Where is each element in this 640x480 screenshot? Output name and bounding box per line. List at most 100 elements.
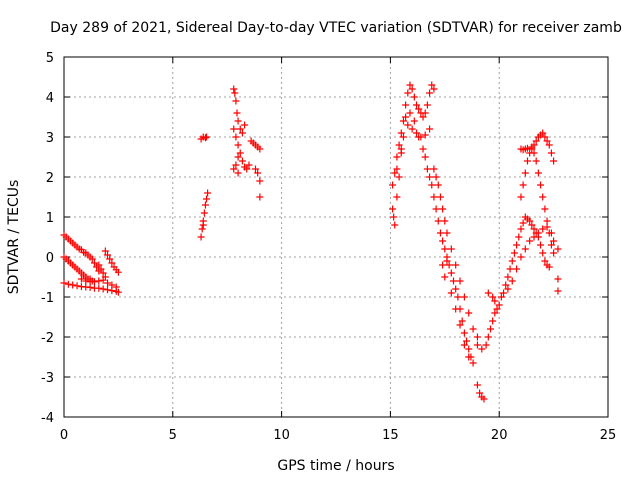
data-point	[504, 285, 512, 293]
plot-frame	[63, 56, 609, 418]
data-point	[430, 85, 438, 93]
data-point	[104, 279, 112, 287]
data-point	[428, 81, 436, 89]
data-point	[439, 237, 447, 245]
x-axis-label: GPS time / hours	[277, 458, 394, 474]
data-point	[517, 253, 525, 261]
data-point	[436, 193, 444, 201]
data-point	[541, 133, 549, 141]
data-point	[495, 301, 503, 309]
y-tick-label: 4	[46, 91, 54, 106]
data-point	[230, 85, 238, 93]
data-point	[489, 317, 497, 325]
data-point	[521, 245, 529, 253]
data-point	[95, 261, 103, 269]
data-point	[532, 157, 540, 165]
data-point	[456, 277, 464, 285]
data-point	[534, 229, 542, 237]
y-tick-label: -4	[41, 411, 54, 426]
data-point	[245, 161, 253, 169]
data-point	[393, 153, 401, 161]
data-point	[554, 275, 562, 283]
data-point	[539, 129, 547, 137]
data-point	[60, 279, 68, 287]
data-point	[419, 113, 427, 121]
data-point	[231, 89, 239, 97]
data-point	[534, 169, 542, 177]
data-point	[450, 277, 458, 285]
data-point	[530, 233, 538, 241]
data-point	[415, 133, 423, 141]
data-point	[234, 117, 242, 125]
data-point	[482, 341, 490, 349]
data-point	[473, 333, 481, 341]
data-point	[484, 289, 492, 297]
data-point	[230, 125, 238, 133]
data-point	[397, 129, 405, 137]
data-point	[397, 145, 405, 153]
data-point	[198, 225, 206, 233]
data-point	[434, 217, 442, 225]
data-point	[493, 305, 501, 313]
data-point	[508, 277, 516, 285]
data-point	[443, 229, 451, 237]
data-point	[395, 173, 403, 181]
data-point	[234, 141, 242, 149]
data-point	[408, 125, 416, 133]
data-point	[430, 165, 438, 173]
data-point	[114, 288, 122, 296]
data-point	[478, 345, 486, 353]
data-point	[234, 169, 242, 177]
data-point	[423, 165, 431, 173]
data-point	[108, 281, 116, 289]
data-points	[60, 81, 562, 403]
data-point	[430, 193, 438, 201]
data-point	[519, 219, 527, 227]
data-point	[404, 89, 412, 97]
data-point	[439, 261, 447, 269]
data-point	[415, 105, 423, 113]
data-point	[452, 261, 460, 269]
data-point	[391, 169, 399, 177]
data-point	[545, 229, 553, 237]
data-point	[541, 205, 549, 213]
data-point	[550, 237, 558, 245]
data-point	[232, 133, 240, 141]
data-point	[236, 125, 244, 133]
data-point	[82, 277, 90, 285]
data-point	[506, 265, 514, 273]
data-point	[99, 269, 107, 277]
data-point	[539, 193, 547, 201]
data-point	[95, 277, 103, 285]
data-point	[447, 245, 455, 253]
data-point	[476, 389, 484, 397]
data-point	[104, 286, 112, 294]
data-point	[404, 121, 412, 129]
data-point	[486, 325, 494, 333]
data-point	[458, 317, 466, 325]
data-point	[554, 287, 562, 295]
data-point	[432, 205, 440, 213]
data-point	[517, 193, 525, 201]
data-point	[519, 181, 527, 189]
y-tick-label: 0	[46, 251, 54, 266]
data-point	[236, 149, 244, 157]
data-point	[390, 213, 398, 221]
data-point	[426, 89, 434, 97]
data-point	[101, 273, 109, 281]
data-point	[547, 241, 555, 249]
data-point	[399, 117, 407, 125]
data-point	[389, 181, 397, 189]
data-point	[234, 153, 242, 161]
data-point	[256, 193, 264, 201]
data-point	[504, 273, 512, 281]
data-point	[550, 157, 558, 165]
data-point	[517, 225, 525, 233]
y-axis-label: SDTVAR / TECUs	[6, 180, 22, 295]
data-point	[521, 169, 529, 177]
data-point	[406, 109, 414, 117]
data-point	[543, 223, 551, 231]
data-point	[508, 257, 516, 265]
data-point	[502, 281, 510, 289]
